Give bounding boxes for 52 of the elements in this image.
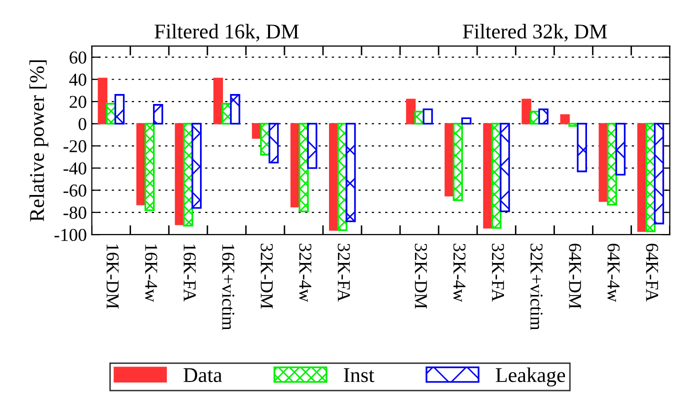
bar <box>615 122 626 176</box>
bar <box>230 94 240 125</box>
x-tick-label: 64K-4w <box>607 244 620 302</box>
bar <box>192 122 202 209</box>
bar <box>500 122 510 212</box>
bar <box>268 122 279 164</box>
y-tick-label: -20 <box>64 140 86 152</box>
y-tick-label: 20 <box>70 96 86 108</box>
bar <box>568 122 579 127</box>
x-tick-label: 32K+victim <box>530 244 543 330</box>
bar <box>307 122 318 169</box>
bar <box>98 78 108 124</box>
y-tick-label: -40 <box>64 162 86 175</box>
bar <box>153 104 164 125</box>
legend-label: Inst <box>344 368 374 382</box>
bar <box>406 98 416 124</box>
bar <box>213 78 223 124</box>
y-tick-label: -80 <box>64 206 86 219</box>
bar <box>422 108 433 125</box>
x-tick-label: 32K-4w <box>299 244 312 302</box>
bar <box>560 114 570 124</box>
x-tick-label: 32K-DM <box>260 244 273 309</box>
x-tick-label: 16K-4w <box>145 244 158 302</box>
bar <box>461 117 472 125</box>
bar <box>114 94 125 125</box>
x-tick-label: 16K-DM <box>106 244 119 309</box>
x-tick-label: 32K-FA <box>338 244 350 302</box>
y-tick-label: 40 <box>69 74 86 86</box>
bar <box>346 122 356 222</box>
y-tick-label: 60 <box>70 51 86 64</box>
y-axis-title: Relative power [%] <box>29 60 48 222</box>
bar <box>452 122 463 202</box>
text: Filtered 16k, DM <box>154 24 299 42</box>
bar <box>298 122 309 212</box>
y-tick-label: -60 <box>64 184 86 197</box>
bar <box>522 98 532 124</box>
x-tick-label: 32K-4w <box>453 244 466 302</box>
x-tick-label: 64K-DM <box>568 244 582 309</box>
text: Filtered 32k, DM <box>462 24 607 42</box>
x-tick-label: 32K-FA <box>492 244 504 302</box>
legend-label: Leakage <box>496 367 566 386</box>
x-tick-label: 32K-DM <box>414 244 427 309</box>
y-tick-label: 0 <box>78 118 86 130</box>
y-tick-label: -100 <box>54 228 86 242</box>
legend-label: Data <box>184 368 222 382</box>
bar <box>654 122 664 224</box>
bar <box>538 108 548 125</box>
x-tick-label: 16K-FA <box>184 244 196 302</box>
x-tick-label: 64K-FA <box>646 244 658 302</box>
bar <box>576 122 588 172</box>
bar <box>144 122 155 212</box>
x-tick-label: 16K+victim <box>222 244 234 330</box>
